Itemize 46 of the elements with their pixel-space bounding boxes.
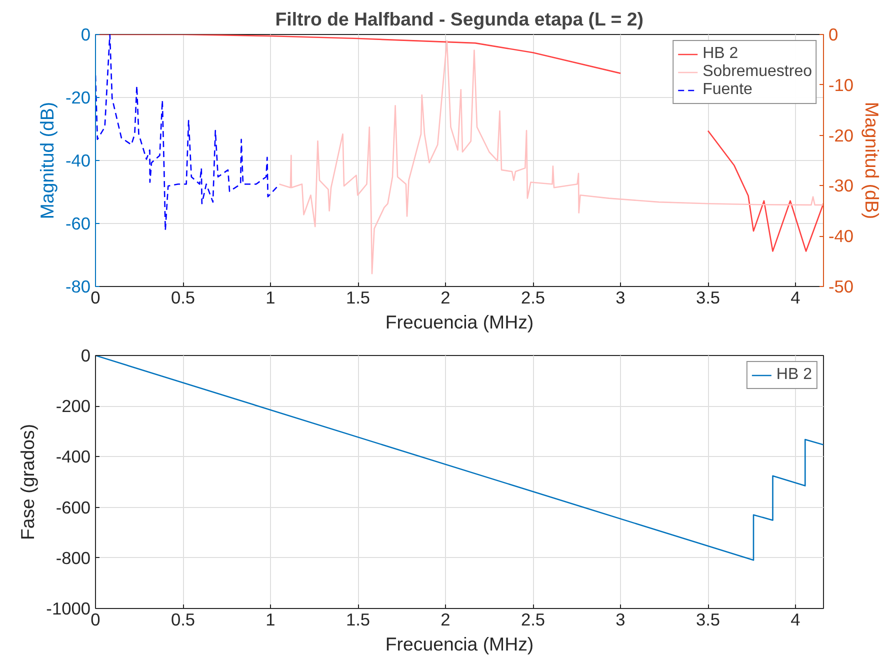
y2-tick-label: -50	[828, 276, 854, 296]
y-tick-label: -200	[56, 396, 91, 416]
y2-axis-title: Magnitud (dB)	[862, 102, 883, 220]
y-tick-label: -20	[65, 88, 90, 108]
y-tick-label: 0	[80, 24, 91, 44]
x-tick-label: 1.5	[346, 288, 370, 308]
y-tick-label: 0	[80, 346, 91, 366]
x-tick-label: 1	[266, 288, 276, 308]
y-tick-label: -1000	[46, 598, 91, 618]
line-series	[278, 40, 824, 274]
y2-tick-label: 0	[828, 24, 838, 44]
line-series	[96, 34, 278, 232]
x-tick-label: 1	[266, 610, 276, 630]
y-tick-label: -40	[65, 150, 90, 170]
x-tick-label: 4	[790, 288, 801, 308]
legend-label: HB 2	[702, 45, 738, 63]
y-tick-label: -800	[56, 548, 91, 568]
x-tick-label: 0.5	[170, 610, 196, 630]
y-axis-title: Magnitud (dB)	[36, 102, 58, 220]
y-tick-label: -600	[56, 497, 91, 518]
y2-tick-label: -10	[828, 74, 854, 95]
y2-tick-label: -40	[828, 226, 854, 246]
x-tick-label: 4	[790, 610, 801, 630]
chart-title: Filtro de Halfband - Segunda etapa (L = 2)	[275, 8, 644, 30]
legend-label: Fuente	[702, 81, 752, 99]
y-tick-label: -400	[56, 446, 91, 467]
x-tick-label: 3.5	[696, 288, 720, 308]
x-tick-label: 2.5	[520, 288, 546, 308]
legend-label: HB 2	[776, 366, 812, 384]
y-tick-label: -80	[65, 276, 90, 296]
x-tick-label: 3	[616, 288, 626, 308]
x-tick-label: 3	[616, 610, 626, 630]
line-series	[96, 356, 824, 561]
y2-tick-label: -30	[828, 176, 854, 196]
y-axis-title: Fase (grados)	[17, 424, 38, 540]
x-axis-title: Frecuencia (MHz)	[385, 634, 534, 654]
x-axis-title: Frecuencia (MHz)	[385, 312, 534, 332]
y2-tick-label: -20	[828, 125, 854, 146]
x-tick-label: 3.5	[696, 610, 720, 630]
x-tick-label: 0.5	[170, 288, 196, 308]
x-tick-label: 2	[440, 288, 450, 308]
x-tick-label: 2.5	[520, 610, 546, 630]
x-tick-label: 1.5	[346, 610, 370, 630]
x-tick-label: 2	[440, 610, 450, 630]
y-tick-label: -60	[65, 214, 90, 234]
legend-label: Sobremuestreo	[702, 63, 812, 81]
